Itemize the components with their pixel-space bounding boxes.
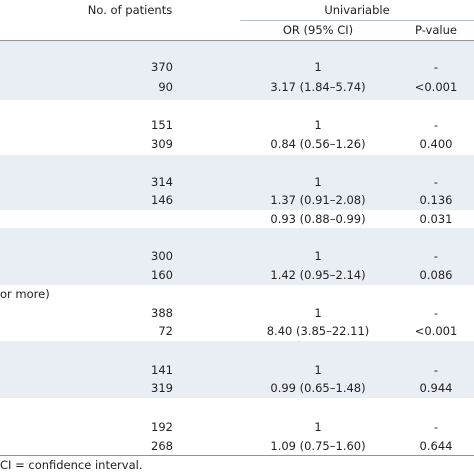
patients-cell: 192 xyxy=(151,420,173,434)
header-cell: Univariable xyxy=(324,3,390,17)
patients-cell: 314 xyxy=(151,175,173,189)
or-cell: 1 xyxy=(314,363,322,377)
or-cell: 1 xyxy=(314,306,322,320)
patients-cell: 388 xyxy=(151,306,173,320)
p-value-cell: 0.400 xyxy=(419,137,453,151)
patients-cell: 309 xyxy=(151,137,173,151)
p-value-cell: 0.031 xyxy=(419,212,453,226)
p-value-cell: - xyxy=(433,175,439,189)
or-cell: 1.09 (0.75–1.60) xyxy=(270,439,366,453)
footnote: CI = confidence interval. xyxy=(0,458,143,472)
or-cell: 0.99 (0.65–1.48) xyxy=(270,381,366,395)
p-value-cell: 0.086 xyxy=(419,268,453,282)
row-band xyxy=(0,341,474,398)
bottom-rule xyxy=(0,455,474,456)
patients-cell: 268 xyxy=(151,439,173,453)
patients-cell: 141 xyxy=(151,363,173,377)
header-cell: P-value xyxy=(415,23,457,37)
or-cell: 1 xyxy=(314,420,322,434)
or-cell: 1.42 (0.95–2.14) xyxy=(270,268,366,282)
patients-cell: 90 xyxy=(158,80,173,94)
header-cell: No. of patients xyxy=(87,3,173,17)
patients-cell: 160 xyxy=(151,268,173,282)
patients-cell: 300 xyxy=(151,249,173,263)
or-cell: 0.84 (0.56–1.26) xyxy=(270,137,366,151)
or-cell: 1 xyxy=(314,118,322,132)
p-value-cell: - xyxy=(433,420,439,434)
p-value-cell: 0.136 xyxy=(419,193,453,207)
patients-cell: 72 xyxy=(158,324,173,338)
header-rule xyxy=(0,40,474,41)
row-band xyxy=(0,40,474,100)
header-cell: OR (95% CI) xyxy=(282,23,354,37)
patients-cell: 319 xyxy=(151,381,173,395)
patients-cell: 146 xyxy=(151,193,173,207)
patients-cell: 151 xyxy=(151,118,173,132)
p-value-cell: - xyxy=(433,249,439,263)
p-value-cell: - xyxy=(433,118,439,132)
p-value-cell: - xyxy=(433,363,439,377)
or-cell: 3.17 (1.84–5.74) xyxy=(270,80,366,94)
or-cell: 1 xyxy=(314,175,322,189)
p-value-cell: 0.944 xyxy=(419,381,453,395)
p-value-cell: - xyxy=(433,60,439,74)
or-cell: 1 xyxy=(314,60,322,74)
header-rule xyxy=(240,20,474,21)
or-cell: 1 xyxy=(314,249,322,263)
p-value-cell: <0.001 xyxy=(414,324,458,338)
p-value-cell: 0.644 xyxy=(419,439,453,453)
p-value-cell: - xyxy=(433,306,439,320)
or-cell: 0.93 (0.88–0.99) xyxy=(270,212,366,226)
or-cell: 1.37 (0.91–2.08) xyxy=(270,193,366,207)
row-band xyxy=(0,155,474,210)
or-cell: 8.40 (3.85–22.11) xyxy=(266,324,370,338)
patients-cell: 370 xyxy=(151,60,173,74)
row-label: or more) xyxy=(0,287,50,301)
p-value-cell: <0.001 xyxy=(414,80,458,94)
row-band xyxy=(0,228,474,285)
